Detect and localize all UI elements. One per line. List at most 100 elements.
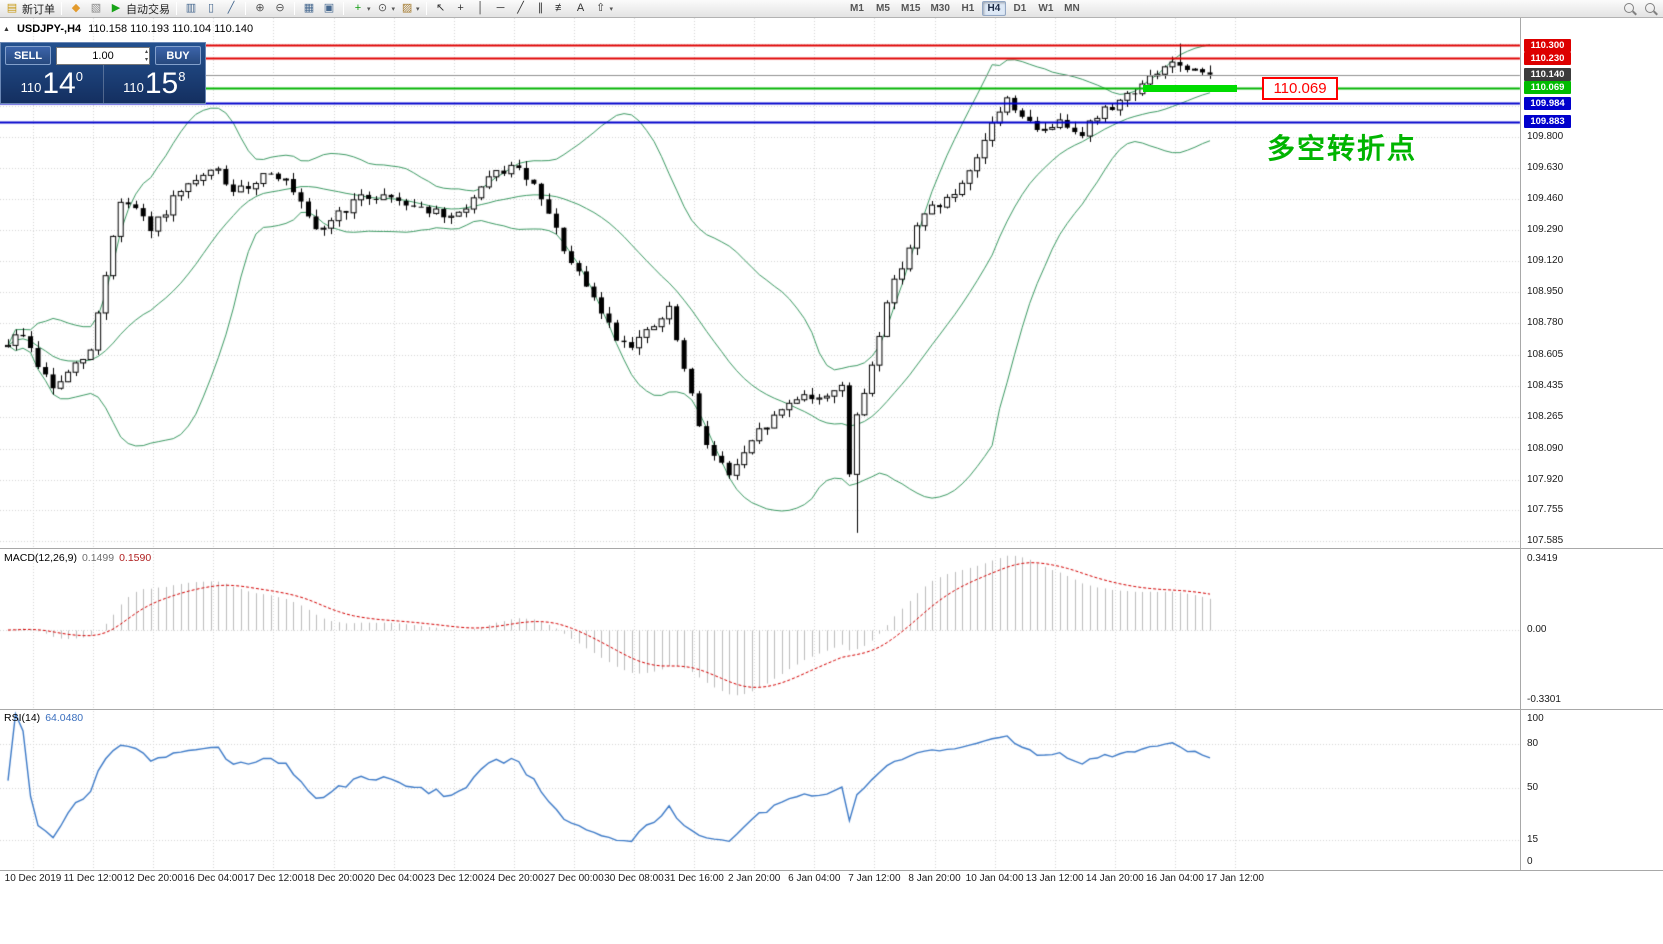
toolbar-separator	[425, 2, 427, 15]
profiles-button[interactable]: ▧	[86, 1, 106, 17]
trendline-tool-button[interactable]: ╱	[511, 1, 531, 17]
new-order-label: 新订单	[22, 3, 55, 16]
bar-chart-mode-button[interactable]: ▥	[181, 1, 201, 17]
chart-annotation-text[interactable]: 多空转折点	[1267, 133, 1418, 164]
timeframe-m30-button[interactable]: M30	[930, 3, 950, 14]
templates-button[interactable]: ▨ ▾	[397, 1, 422, 17]
price-axis-tick: 108.780	[1527, 316, 1564, 328]
zoom-out-icon: ⊖	[275, 1, 285, 14]
new-order-button[interactable]: ▤ 新订单	[2, 1, 57, 17]
price-badge-110.300: 110.300	[1524, 38, 1571, 52]
price-label-box[interactable]: 110.069	[1262, 77, 1338, 100]
arrows-tool-icon: ⇧	[595, 1, 606, 14]
toolbar-separator	[294, 2, 295, 15]
buy-price[interactable]: 110 15 8	[102, 65, 206, 103]
spin-up-icon[interactable]: ▴	[144, 48, 148, 55]
channel-tool-icon: ∥	[537, 1, 544, 14]
templates-icon: ▨	[401, 1, 413, 14]
lot-spinner[interactable]: ▴ ▾	[145, 48, 148, 64]
timeframe-h4-button[interactable]: H4	[981, 1, 1006, 16]
macd-axis-label: -0.3301	[1527, 693, 1561, 705]
price-axis-tick: 108.950	[1527, 285, 1564, 297]
symbol-period-label: USDJPY-,H4	[16, 23, 82, 35]
indicators-add-button[interactable]: + ▾	[348, 1, 373, 17]
price-axis-tick: 109.460	[1527, 192, 1564, 204]
rsi-axis-label: 50	[1527, 782, 1539, 793]
lot-size-input[interactable]: 1.00 ▴ ▾	[56, 46, 150, 65]
price-badge-110.140: 110.140	[1524, 68, 1571, 82]
sell-price[interactable]: 110 14 0	[1, 65, 103, 103]
dropdown-arrow-icon[interactable]: ▾	[609, 5, 614, 13]
toolbar-separator	[245, 2, 246, 15]
price-axis-tick: 107.920	[1527, 473, 1564, 485]
candlestick-mode-icon: ▯	[207, 1, 215, 14]
dropdown-arrow-icon[interactable]: ▾	[391, 5, 396, 13]
sell-button[interactable]: SELL	[5, 46, 51, 65]
quick-search-icon[interactable]	[1644, 2, 1658, 16]
spin-down-icon[interactable]: ▾	[144, 56, 148, 63]
timeframe-m5-button[interactable]: M5	[876, 3, 890, 14]
arrange-windows-button[interactable]: ▣	[319, 1, 339, 17]
horizontal-line-tool-button[interactable]: ─	[491, 1, 511, 17]
panel-separator[interactable]	[0, 548, 1663, 549]
support-zone-highlight[interactable]	[1143, 85, 1237, 92]
price-badge-109.984: 109.984	[1524, 96, 1571, 110]
autotrading-button[interactable]: ▶ 自动交易	[106, 1, 172, 17]
price-axis-tick: 107.755	[1527, 504, 1564, 516]
timeframe-d1-button[interactable]: D1	[1013, 3, 1027, 14]
toolbar-left-groups: ▤ 新订单 ◆ ▧ ▶ 自动交易 ▥ ▯ ╱ ⊕ ⊖ ▦ ▣ + ▾ ⊙ ▾ ▨ ▾ ↖ + │ ─ ╱ ∥ ≢ A ⇧ ▾	[0, 0, 615, 18]
horizontal-line-tool-icon: ─	[496, 1, 505, 14]
timeframe-h1-button[interactable]: H1	[961, 3, 975, 14]
zoom-out-button[interactable]: ⊖	[270, 1, 290, 17]
zoom-in-button[interactable]: ⊕	[250, 1, 270, 17]
rsi-value: 64.0480	[45, 712, 84, 724]
macd-main-value: 0.1499	[81, 552, 115, 564]
price-axis[interactable]: 109.800 109.630 109.460 109.290 109.120 108.9…	[1521, 0, 1663, 944]
price-axis-tick: 109.800	[1527, 130, 1564, 142]
ohlc-values: 110.158 110.193 110.104 110.140	[88, 23, 254, 35]
line-chart-mode-button[interactable]: ╱	[221, 1, 241, 17]
indicators-add-icon: +	[354, 1, 362, 14]
vertical-line-tool-button[interactable]: │	[471, 1, 491, 17]
rsi-axis-label: 100	[1527, 713, 1544, 724]
crosshair-tool-icon: +	[457, 1, 464, 14]
dropdown-arrow-icon[interactable]: ▾	[367, 5, 371, 13]
timeframe-mn-button[interactable]: MN	[1064, 3, 1080, 14]
timeframe-m15-button[interactable]: M15	[901, 3, 921, 14]
macd-axis-label: 0.3419	[1527, 553, 1558, 564]
macd-axis-label: 0.00	[1527, 624, 1547, 635]
channel-tool-button[interactable]: ∥	[531, 1, 551, 17]
arrows-tool-button[interactable]: ⇧ ▾	[591, 1, 616, 17]
trendline-tool-icon: ╱	[517, 1, 524, 14]
candlestick-mode-button[interactable]: ▯	[201, 1, 221, 17]
cursor-tool-button[interactable]: ↖	[431, 1, 451, 17]
tile-windows-button[interactable]: ▦	[299, 1, 319, 17]
panel-separator[interactable]	[0, 870, 1663, 871]
rsi-axis-label: 0	[1527, 856, 1533, 867]
autotrading-icon: ▶	[111, 1, 121, 14]
fibonacci-tool-button[interactable]: ≢	[551, 1, 571, 17]
timeframe-w1-button[interactable]: W1	[1038, 3, 1054, 14]
dropdown-arrow-icon[interactable]: ▾	[416, 5, 420, 13]
toolbar: ▤ 新订单 ◆ ▧ ▶ 自动交易 ▥ ▯ ╱ ⊕ ⊖ ▦ ▣ + ▾ ⊙ ▾ ▨ ▾ ↖ + │ ─ ╱ ∥ ≢ A ⇧ ▾ M1 M5 M…	[0, 0, 1663, 18]
crosshair-tool-button[interactable]: +	[451, 1, 471, 17]
one-click-trading-panel: SELL 1.00 ▴ ▾ BUY 110 14 0 110 15 8	[0, 42, 206, 104]
chart-header: ▲ USDJPY-,H4 110.158 110.193 110.104 110…	[3, 23, 253, 35]
text-tool-button[interactable]: A	[571, 1, 591, 17]
buy-button[interactable]: BUY	[155, 46, 201, 65]
price-axis-tick: 107.585	[1527, 535, 1564, 547]
rsi-axis-label: 80	[1527, 737, 1539, 749]
periods-button[interactable]: ⊙ ▾	[373, 1, 398, 17]
timeframe-m1-button[interactable]: M1	[850, 3, 864, 14]
one-click-collapse-icon[interactable]: ▲	[3, 25, 10, 33]
panel-separator[interactable]	[0, 709, 1663, 710]
rsi-indicator-label: RSI(14) 64.0480	[4, 712, 83, 724]
buy-price-big: 15	[144, 67, 179, 100]
fibonacci-tool-icon: ≢	[555, 1, 567, 14]
indicator-list-button[interactable]: ◆	[66, 1, 86, 17]
search-icon[interactable]	[1623, 2, 1637, 16]
toolbar-separator	[176, 2, 177, 15]
price-axis-border	[1520, 18, 1521, 870]
